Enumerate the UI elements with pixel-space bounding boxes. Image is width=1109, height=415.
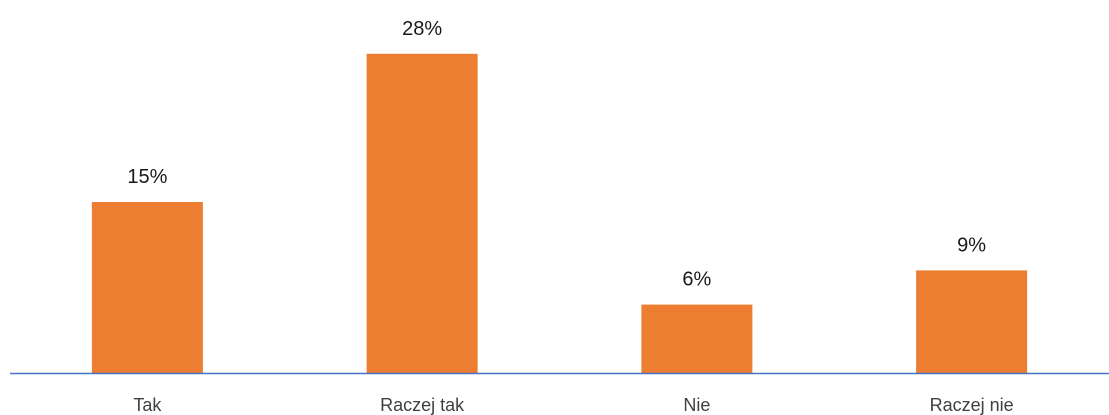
bar-nie [641,304,753,373]
bar-raczej-tak [366,53,478,374]
x-tick-label-tak: Tak [133,395,162,415]
x-tick-label-raczej-tak: Raczej tak [380,395,465,415]
bar-raczej-nie [916,270,1028,373]
data-label-raczej-nie: 9% [957,234,986,256]
data-labels-group: 15% 28% 6% 9% [127,18,986,291]
x-tick-label-nie: Nie [683,395,710,415]
x-tick-labels-group: Tak Raczej tak Nie Raczej nie [133,395,1013,415]
bars-group [91,53,1028,374]
x-tick-label-raczej-nie: Raczej nie [930,395,1014,415]
data-label-tak: 15% [127,166,167,188]
bar-tak [91,202,203,373]
data-label-raczej-tak: 28% [402,18,442,40]
data-label-nie: 6% [682,269,711,291]
